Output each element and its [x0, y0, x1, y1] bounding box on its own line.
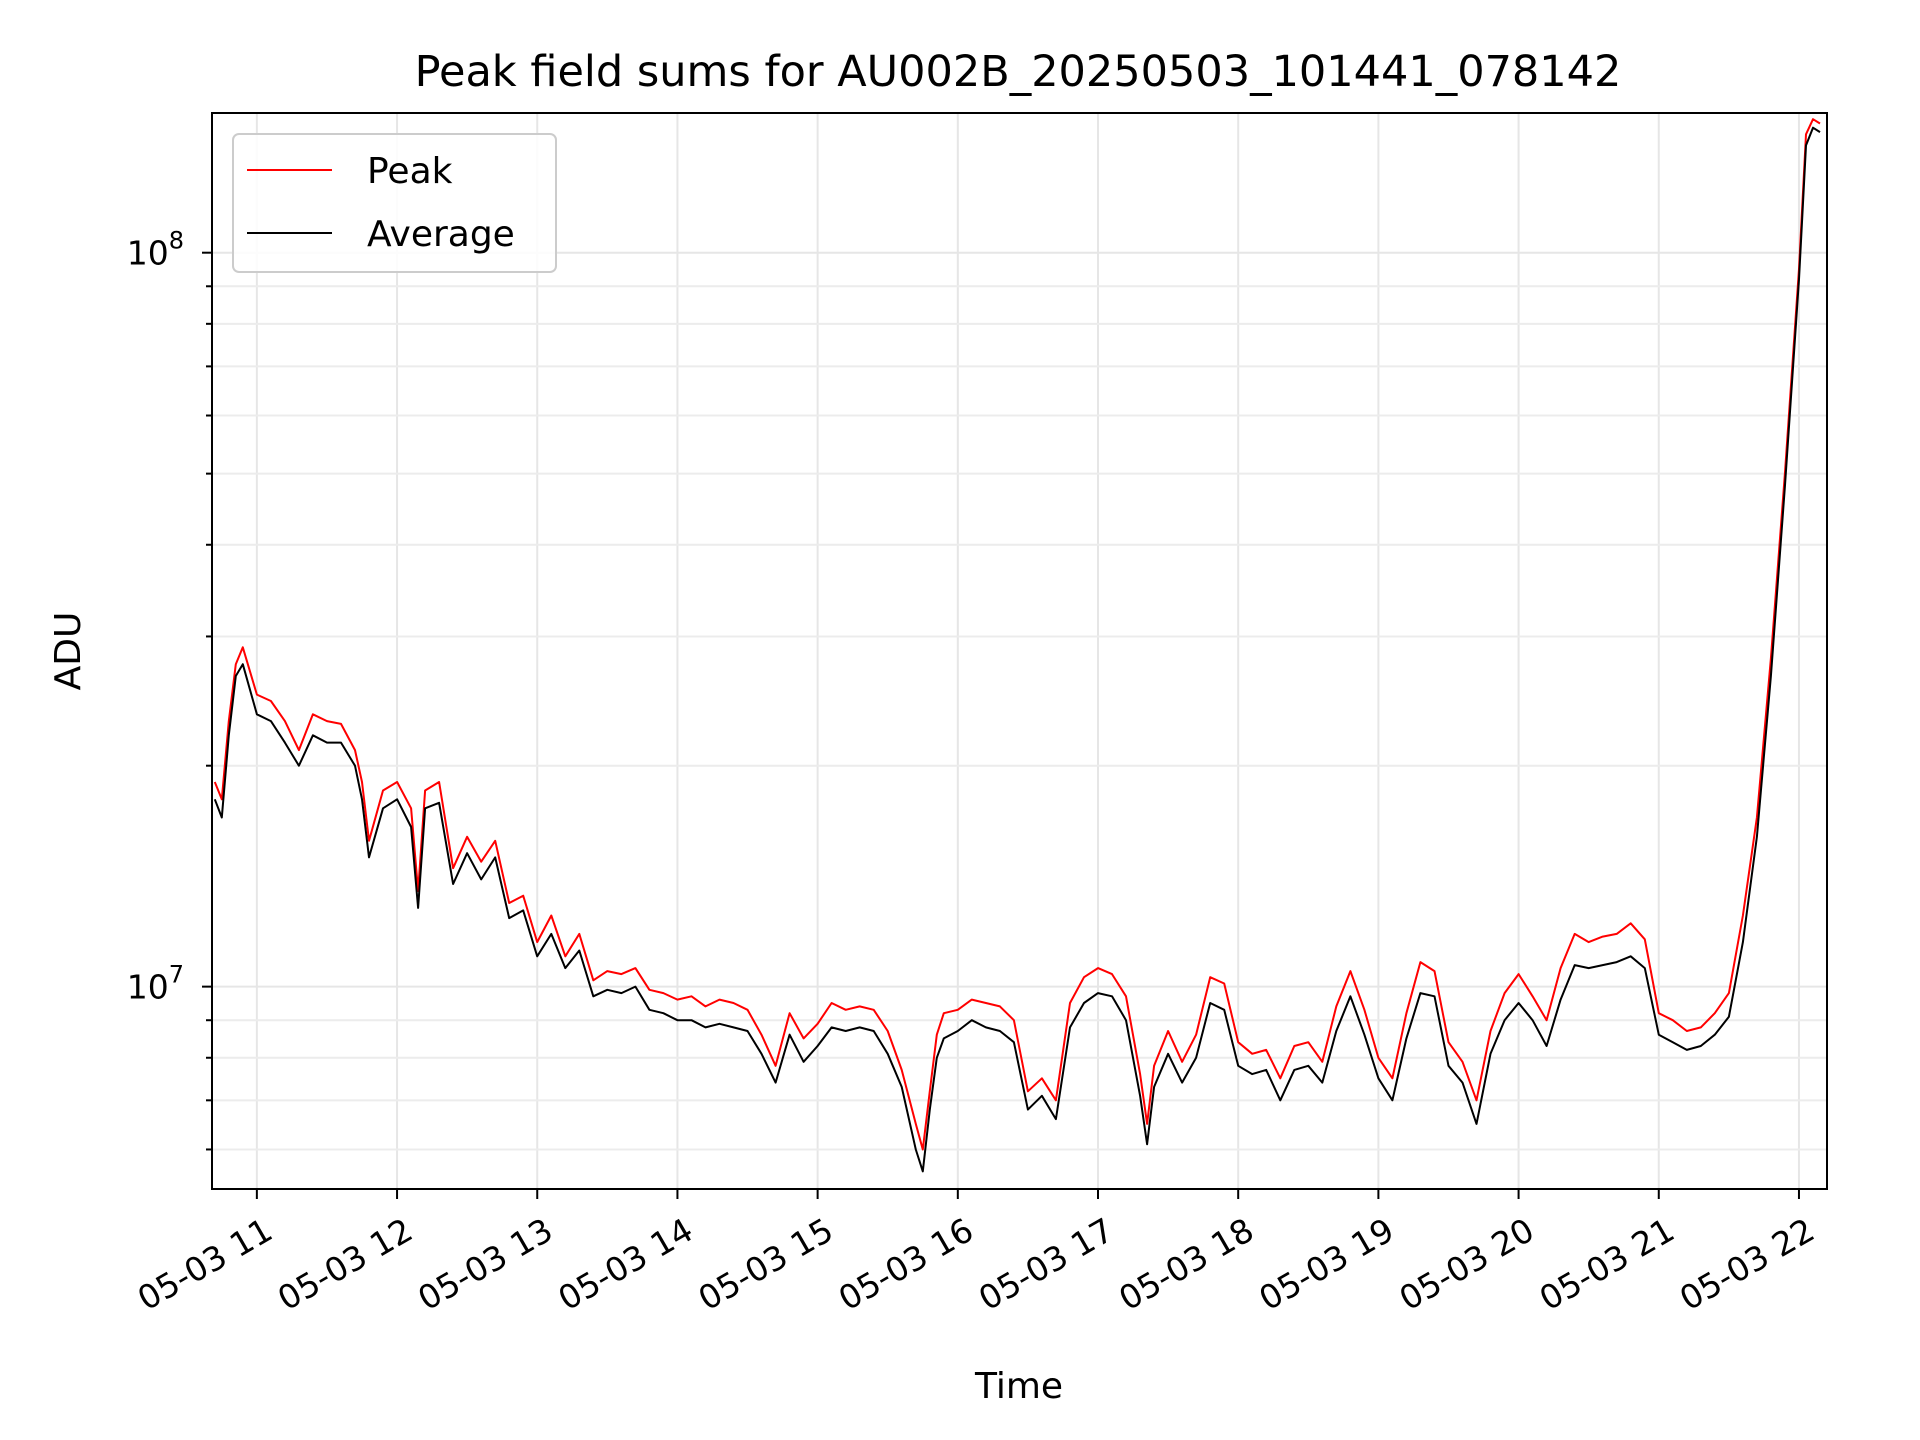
y-axis-label: ADU	[48, 612, 89, 691]
y-tick-exponent: 8	[169, 227, 184, 255]
legend-label-average: Average	[367, 214, 515, 255]
series-line-peak	[213, 118, 1821, 1151]
legend-box	[232, 133, 557, 273]
plot-frame	[211, 112, 1828, 1190]
y-tick-exponent: 7	[169, 961, 184, 989]
y-tick-base: 10	[127, 234, 169, 273]
y-tick-label: 108	[127, 227, 184, 273]
series-line-average	[213, 126, 1821, 1173]
y-tick-label: 107	[127, 961, 184, 1007]
legend-label-peak: Peak	[367, 151, 453, 192]
chart-title: Peak field sums for AU002B_20250503_1014…	[415, 47, 1622, 97]
y-tick-base: 10	[127, 968, 169, 1007]
legend: Peak Average	[232, 133, 557, 273]
x-axis-label: Time	[974, 1366, 1063, 1407]
series-layer	[213, 118, 1821, 1173]
